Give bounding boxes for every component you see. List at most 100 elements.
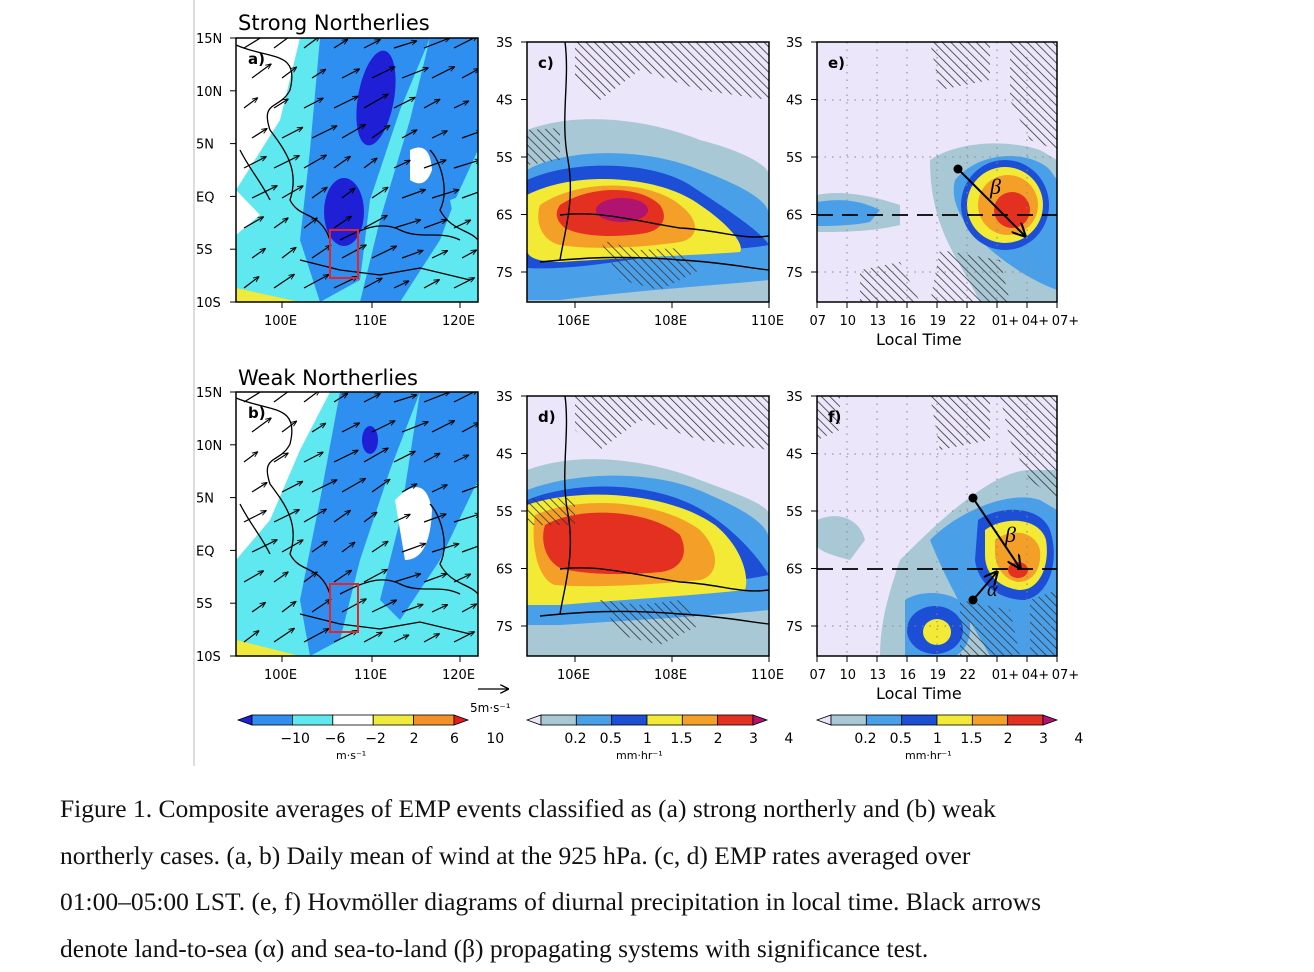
colorbar-tick: 1.5: [670, 731, 692, 747]
colorbar-tick: 2: [1004, 731, 1013, 747]
colorbar-swatch: [718, 715, 753, 725]
colorbar-tick: 2: [410, 731, 419, 747]
hov-y-tick: 5S: [786, 505, 803, 520]
caption-line-2: northerly cases. (a, b) Daily mean of wi…: [60, 833, 1270, 880]
beta-label-f: β: [1004, 522, 1016, 547]
reference-vector-label: 5m·s⁻¹: [470, 701, 511, 715]
colorbar-swatch: [454, 715, 468, 725]
hov-x-tick: 22: [960, 314, 977, 329]
precip-y-tick: 5S: [496, 151, 513, 166]
hov-y-tick: 3S: [786, 36, 803, 51]
hov-x-tick: 01+: [992, 314, 1019, 329]
colorbar-tick: 0.2: [564, 731, 586, 747]
caption-line-3: 01:00–05:00 LST. (e, f) Hovmöller diagra…: [60, 879, 1270, 926]
wind-y-tick: 5S: [196, 243, 213, 258]
hov-x-tick: 16: [900, 314, 917, 329]
hov-y-tick: 7S: [786, 266, 803, 281]
caption-line-1: Figure 1. Composite averages of EMP even…: [60, 786, 1270, 833]
colorbar-tick: 0.5: [890, 731, 912, 747]
colorbar-tick: 6: [450, 731, 459, 747]
colorbar-tick: −2: [365, 731, 386, 747]
wind-y-tick: 5S: [196, 597, 213, 612]
wind-x-tick: 110E: [354, 668, 387, 683]
wind-y-tick: 10N: [196, 85, 222, 100]
colorbar-swatch: [902, 715, 937, 725]
colorbar-swatch: [753, 715, 767, 725]
colorbar-swatch: [817, 715, 831, 725]
colorbar-swatch: [612, 715, 647, 725]
hov-y-tick: 3S: [786, 390, 803, 405]
wind-y-tick: 15N: [196, 32, 222, 47]
hov-y-tick: 7S: [786, 620, 803, 635]
colorbar-swatch: [576, 715, 611, 725]
wind-y-tick: EQ: [196, 190, 214, 205]
precip-y-tick: 5S: [496, 505, 513, 520]
colorbar-swatch: [972, 715, 1007, 725]
panel-b-wind-map: b) Weak Northerlies 5m·s⁻¹: [236, 366, 511, 715]
precip-y-tick: 4S: [496, 448, 513, 463]
colorbar-swatch: [647, 715, 682, 725]
panel-label-d: d): [538, 408, 556, 426]
figure-caption: Figure 1. Composite averages of EMP even…: [60, 786, 1270, 972]
colorbar-unit: m·s⁻¹: [336, 749, 366, 762]
panel-a-wind-map: a) Strong Northerlies: [236, 11, 486, 302]
hov-xlabel-e: Local Time: [876, 330, 962, 349]
precip-y-tick: 6S: [496, 563, 513, 578]
hov-x-tick: 04+: [1022, 314, 1049, 329]
precip-y-tick: 7S: [496, 620, 513, 635]
colorbar-tick: −6: [325, 731, 346, 747]
hov-x-tick: 22: [960, 668, 977, 683]
wind-x-tick: 120E: [442, 668, 475, 683]
wind-x-tick: 100E: [264, 314, 297, 329]
colorbar-swatch: [373, 715, 413, 725]
hov-x-tick: 07: [810, 314, 827, 329]
precip-y-tick: 6S: [496, 209, 513, 224]
wind-y-tick: 5N: [196, 492, 214, 507]
panel-e-hovmoller: β e): [817, 42, 1057, 302]
colorbar-swatch: [937, 715, 972, 725]
precip-x-tick: 108E: [654, 668, 687, 683]
panel-label-c: c): [538, 54, 554, 72]
colorbar-unit: mm·hr⁻¹: [905, 749, 952, 762]
hov-x-tick: 16: [900, 668, 917, 683]
precip-y-tick: 3S: [496, 36, 513, 51]
hov-xlabel-f: Local Time: [876, 684, 962, 703]
row1-title: Strong Northerlies: [238, 11, 430, 35]
precip-x-tick: 110E: [751, 314, 784, 329]
precip-x-tick: 110E: [751, 668, 784, 683]
panel-label-a: a): [248, 50, 265, 68]
colorbar-tick: 3: [749, 731, 758, 747]
colorbar-swatch: [333, 715, 373, 725]
hov-y-tick: 4S: [786, 94, 803, 109]
colorbar-swatch: [414, 715, 454, 725]
wind-x-tick: 100E: [264, 668, 297, 683]
panel-c-precip-map: c): [527, 42, 769, 302]
wind-y-tick: 5N: [196, 138, 214, 153]
colorbar-tick: 4: [784, 731, 793, 747]
colorbar-tick: 1: [933, 731, 942, 747]
precip-x-tick: 108E: [654, 314, 687, 329]
colorbar-tick: 0.5: [600, 731, 622, 747]
wind-x-tick: 110E: [354, 314, 387, 329]
wind-y-tick: 10S: [196, 296, 221, 311]
colorbar-swatch: [527, 715, 541, 725]
precip-x-tick: 106E: [557, 314, 590, 329]
wind-x-tick: 120E: [442, 314, 475, 329]
hov-x-tick: 10: [840, 668, 857, 683]
beta-label-e: β: [989, 174, 1001, 199]
panel-f-hovmoller: β α f): [817, 396, 1057, 656]
panel-d-precip-map: d): [527, 396, 769, 656]
hov-x-tick: 04+: [1022, 668, 1049, 683]
colorbar-swatch: [682, 715, 717, 725]
hov-x-tick: 19: [930, 314, 947, 329]
hov-x-tick: 07+: [1052, 314, 1079, 329]
wind-y-tick: 10S: [196, 650, 221, 665]
colorbar-tick: 1.5: [960, 731, 982, 747]
colorbar-tick: 1: [643, 731, 652, 747]
colorbar-tick: 10: [486, 731, 504, 747]
hov-y-tick: 6S: [786, 563, 803, 578]
colorbar-swatch: [1008, 715, 1043, 725]
colorbar-swatch: [831, 715, 866, 725]
